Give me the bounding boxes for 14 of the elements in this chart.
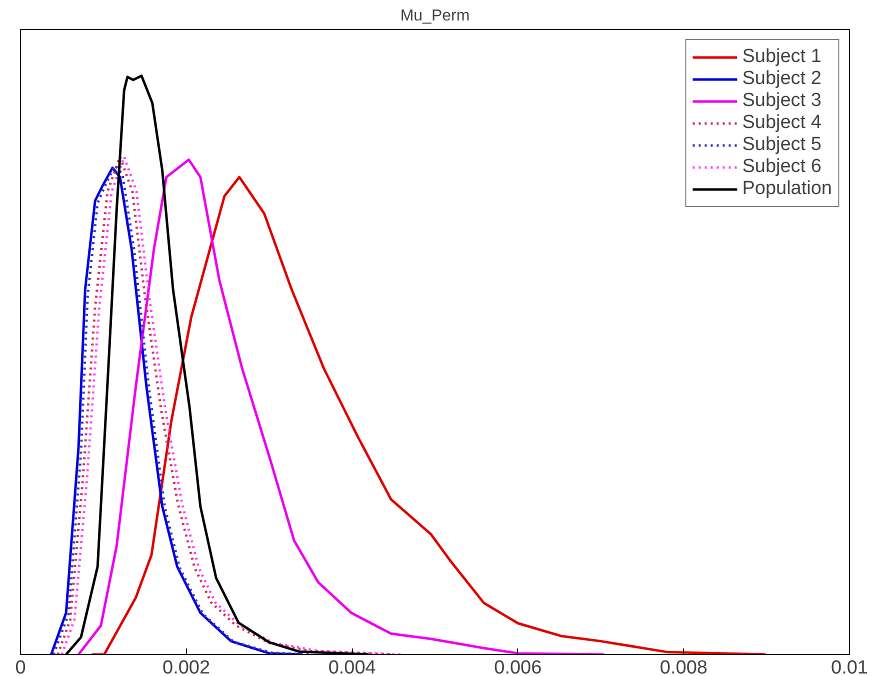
x-tick-label: 0 [15,658,26,676]
chart-title: Mu_Perm [400,8,470,24]
legend-label: Subject 4 [742,112,822,134]
x-tick-label: 0.008 [660,658,708,676]
x-tick-label: 0.006 [494,658,542,676]
legend-label: Subject 6 [742,156,822,178]
legend-label: Population [742,178,832,200]
legend-label: Subject 1 [742,46,822,68]
legend-label: Subject 3 [742,90,822,112]
legend-label: Subject 2 [742,68,822,90]
x-tick-label: 0.002 [162,658,210,676]
legend-label: Subject 5 [742,134,822,156]
x-tick-label: 0.004 [328,658,376,676]
x-tick-label: 0.01 [831,658,868,676]
